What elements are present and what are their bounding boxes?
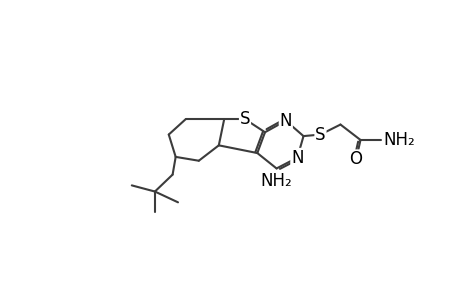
Text: S: S (239, 110, 250, 128)
Text: O: O (349, 150, 362, 168)
Text: N: N (279, 112, 291, 130)
Text: S: S (314, 126, 325, 144)
Text: NH₂: NH₂ (260, 172, 292, 190)
Text: N: N (291, 149, 303, 167)
Text: NH₂: NH₂ (383, 131, 414, 149)
